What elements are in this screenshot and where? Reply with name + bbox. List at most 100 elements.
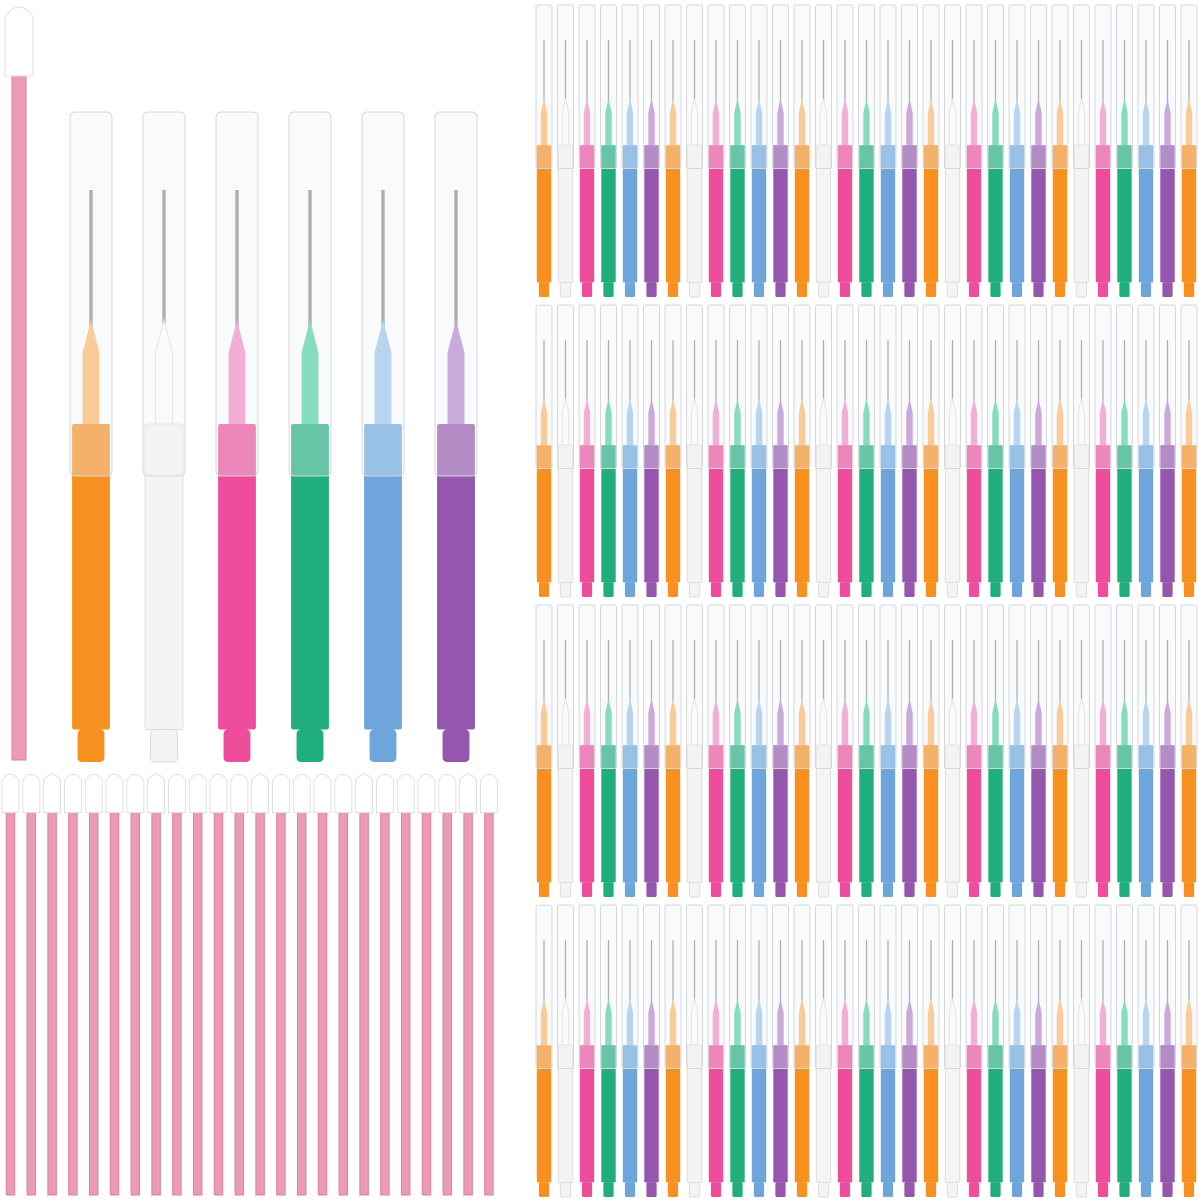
brush-cap [686, 904, 703, 1070]
brush-tip [605, 998, 612, 1046]
brush-foot [904, 282, 915, 297]
brush-foot [1075, 281, 1088, 298]
wand-stick [276, 799, 286, 1196]
brush-handle [536, 445, 552, 583]
brush-foot [990, 582, 1001, 597]
brush-foot [603, 882, 614, 897]
brush [1137, 604, 1155, 897]
brush-foot [753, 282, 765, 297]
brush [793, 304, 811, 597]
brush-tip [841, 698, 849, 746]
brush-cap [535, 4, 553, 170]
lip-wand [375, 773, 394, 1196]
wand-tip [438, 773, 457, 813]
brush [1008, 604, 1026, 897]
brush-tip [540, 998, 548, 1046]
brush-foot [369, 729, 397, 762]
brush-tip [755, 98, 763, 146]
brush [1137, 4, 1155, 297]
brush [707, 604, 725, 897]
wand-stick [192, 799, 203, 1196]
brush [965, 304, 983, 597]
brush-cap [793, 904, 811, 1070]
brush [664, 4, 682, 297]
brush-foot [1075, 881, 1088, 898]
brush-tip [992, 98, 999, 146]
brush-handle [1031, 145, 1046, 283]
brush-cap [686, 4, 703, 170]
brush-tip [605, 98, 612, 146]
brush-foot [688, 881, 701, 898]
brush-cap [858, 304, 875, 470]
brush-handle [751, 145, 767, 283]
brush-tip [863, 398, 870, 446]
brush-cap [1180, 604, 1198, 770]
brush-tip [669, 98, 677, 146]
brush-tip [1164, 398, 1171, 446]
brush-tip [1121, 998, 1128, 1046]
brush [600, 904, 617, 1197]
brush-tip [970, 398, 978, 446]
brush-foot [1011, 1182, 1023, 1197]
brush-cap [836, 304, 854, 470]
brush [686, 4, 703, 298]
brush-foot [1097, 582, 1109, 597]
wand-stick [26, 799, 37, 1196]
brush-tip [626, 698, 634, 746]
brush-handle [794, 445, 810, 583]
lip-wand [22, 773, 41, 1196]
brush-handle [1095, 745, 1111, 883]
brush-foot [796, 882, 808, 897]
brush-cap [69, 111, 113, 477]
brush-handle [1052, 1045, 1068, 1183]
brush-handle [773, 745, 788, 883]
brush-cap [879, 304, 897, 470]
brush-cap [901, 904, 918, 1070]
lip-wand [313, 773, 332, 1196]
wand-stick [400, 799, 411, 1196]
wand-stick [213, 799, 224, 1196]
brush-foot [1183, 882, 1195, 897]
brush-foot [559, 581, 572, 598]
brush-tip [1185, 98, 1193, 146]
brush-tip [605, 398, 612, 446]
brush-tip [798, 998, 806, 1046]
brush-foot [796, 582, 808, 597]
brush-foot [710, 582, 722, 597]
brush [686, 304, 703, 598]
brush [69, 111, 113, 762]
brush [621, 604, 639, 897]
brush-tip [712, 698, 720, 746]
brush-tip [734, 698, 741, 746]
brush-cap [1008, 904, 1026, 1070]
brush-handle [966, 1045, 982, 1183]
brush-tip [1121, 698, 1128, 746]
brush-cap [707, 604, 725, 770]
brush-foot [882, 882, 894, 897]
brush-handle [536, 745, 552, 883]
brush-handle [708, 145, 724, 283]
brush [288, 111, 332, 762]
brush-foot [688, 281, 701, 298]
brush-handle [773, 145, 788, 283]
brush-cap [1159, 904, 1176, 1070]
brush-cap [1180, 304, 1198, 470]
brush-foot [538, 1182, 550, 1197]
brush-cap [815, 604, 832, 770]
brush-tip [755, 998, 763, 1046]
brush-handle [773, 1045, 788, 1183]
wand-stick [11, 52, 27, 761]
lip-wand [251, 773, 270, 1196]
brush [815, 304, 832, 598]
brush-tip [798, 398, 806, 446]
brush-handle [72, 424, 110, 730]
brush-foot [753, 582, 765, 597]
wand-tip [4, 6, 34, 77]
lip-wand [167, 773, 186, 1196]
brush-tip [648, 698, 655, 746]
brush-cap [1051, 604, 1069, 770]
brush-cap [987, 604, 1004, 770]
wand-tip [63, 773, 82, 813]
brush-cap [879, 604, 897, 770]
